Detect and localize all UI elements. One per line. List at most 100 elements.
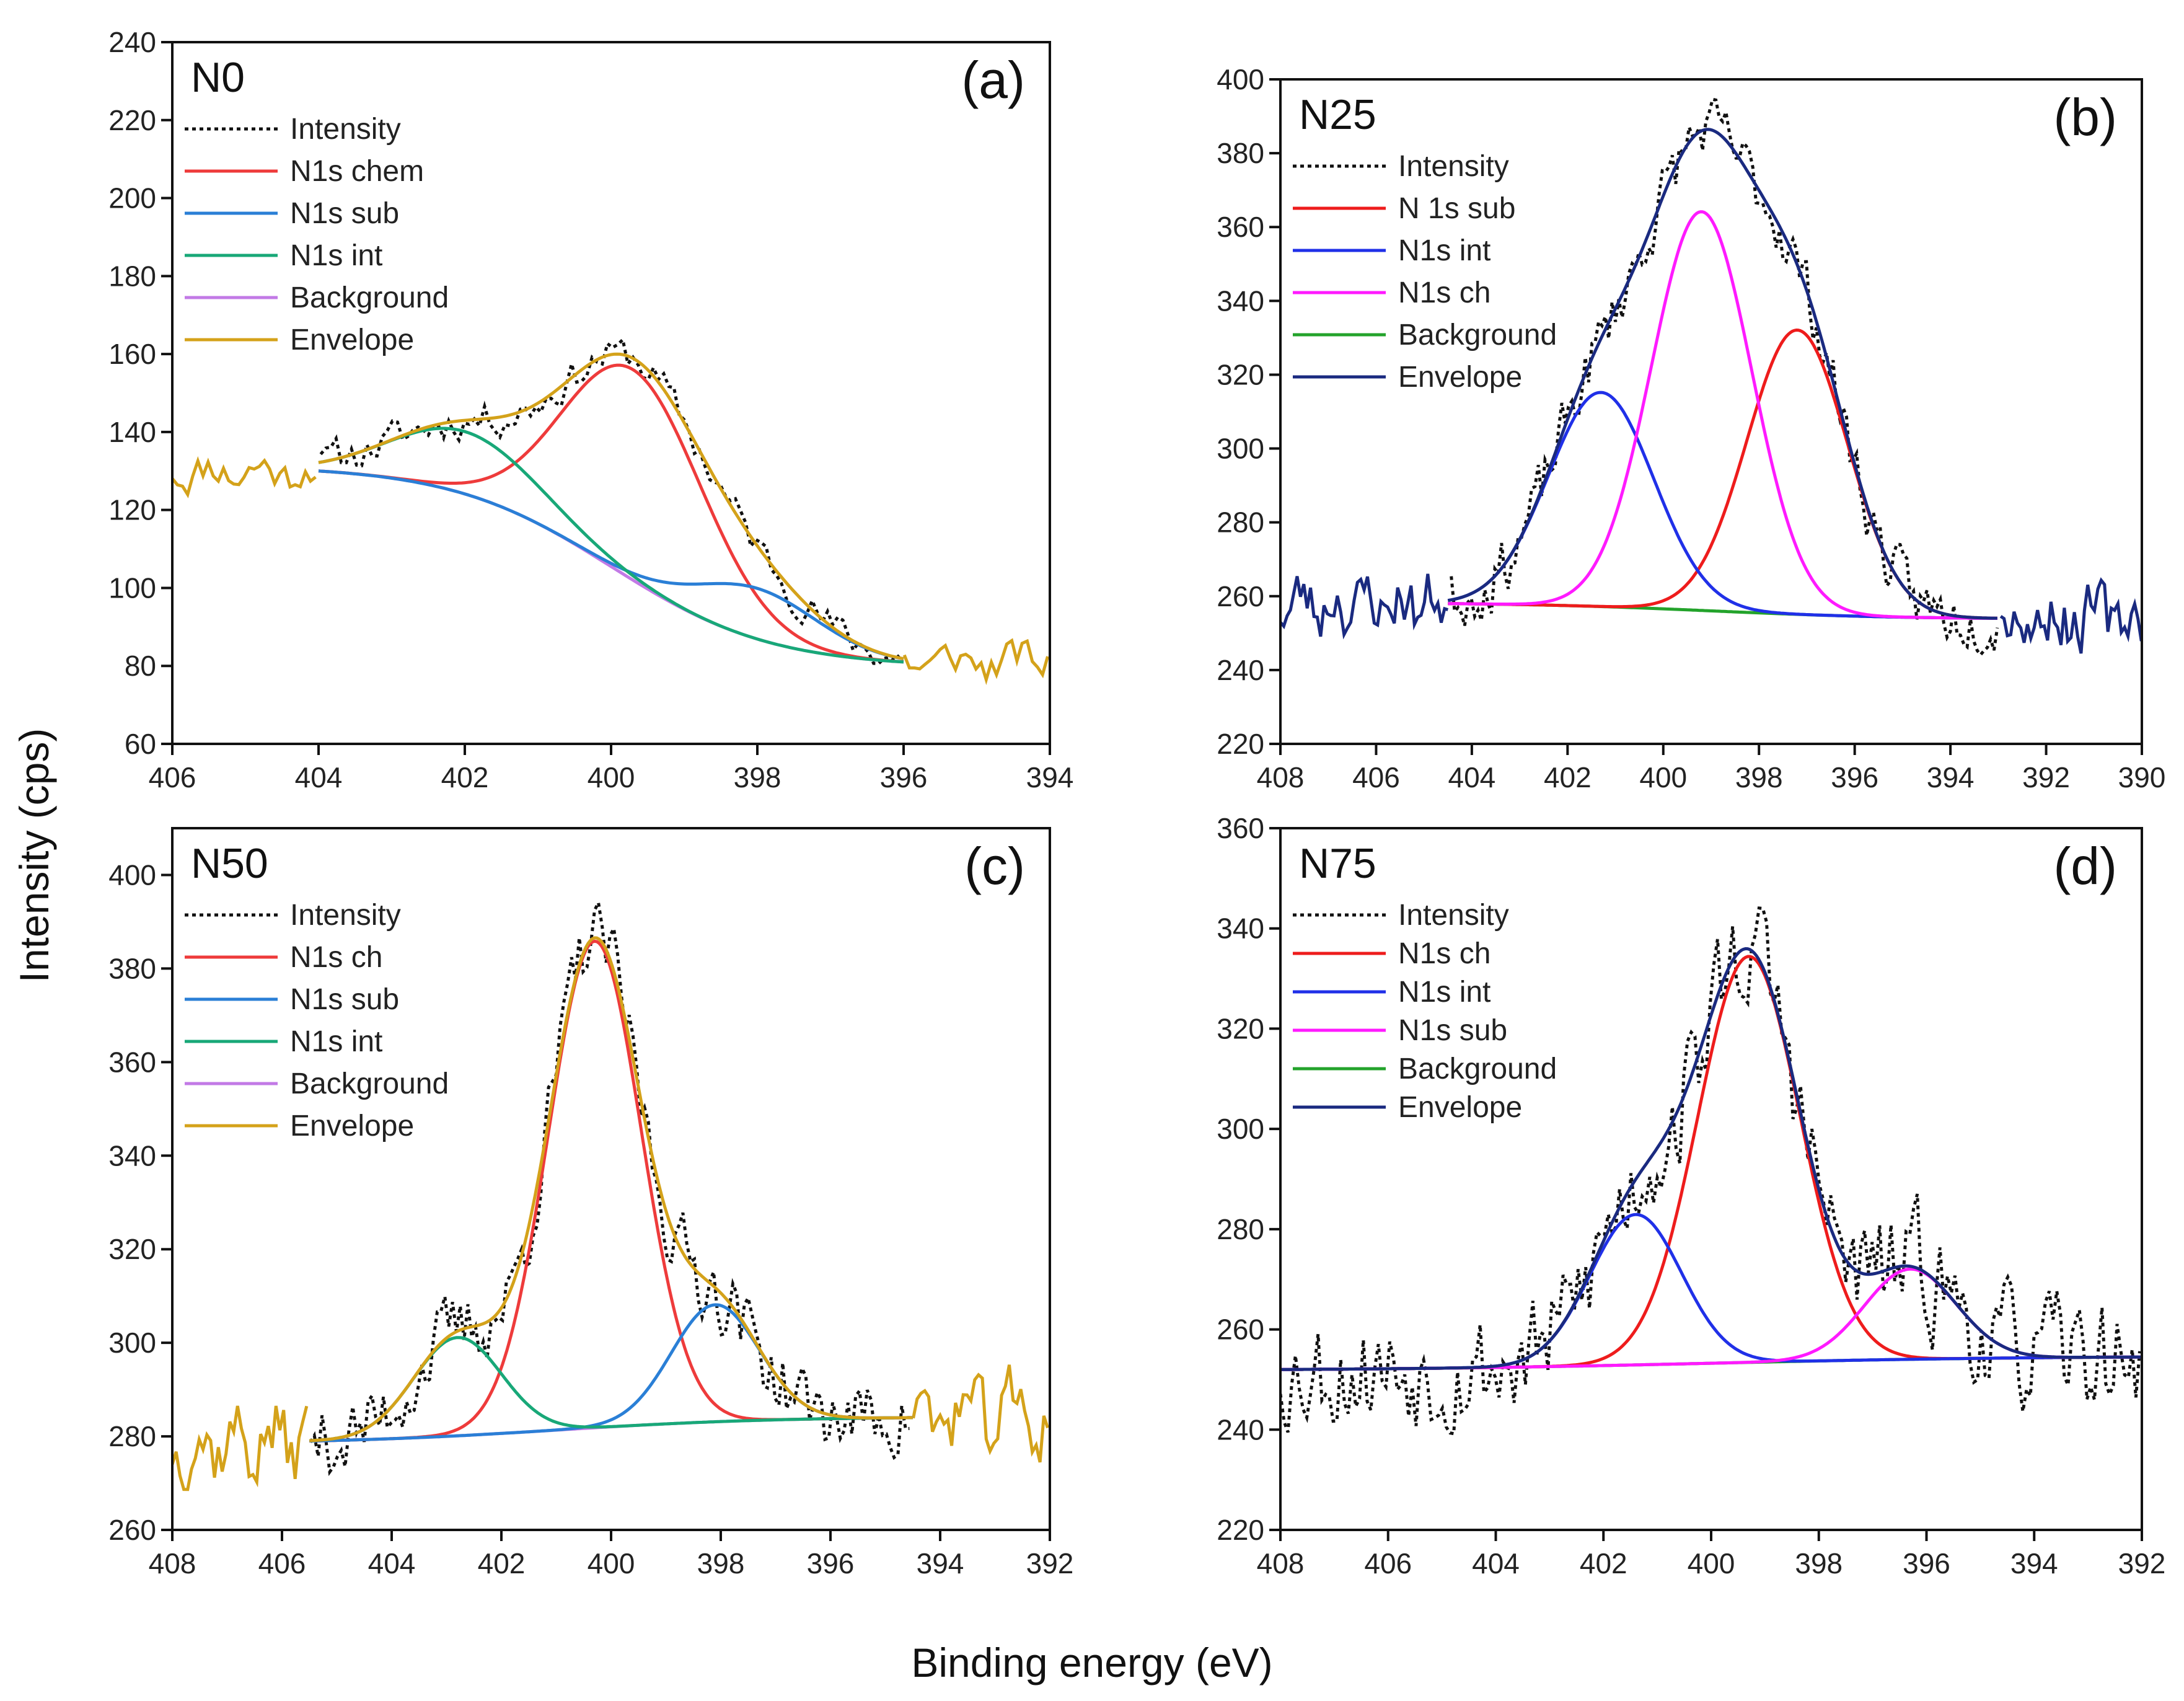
x-tick-label: 394 bbox=[2010, 1547, 2058, 1580]
y-tick-label: 100 bbox=[108, 572, 156, 604]
x-tick-label: 406 bbox=[1364, 1547, 1412, 1580]
y-tick-label: 300 bbox=[1217, 433, 1264, 465]
legend-label: Background bbox=[290, 1067, 449, 1100]
figure-ylabel: Intensity (cps) bbox=[11, 728, 57, 983]
series-envelope bbox=[1280, 947, 2142, 1371]
y-tick-label: 240 bbox=[1217, 1413, 1264, 1446]
legend-label: N1s sub bbox=[290, 197, 399, 230]
figure-xlabel: Binding energy (eV) bbox=[911, 1640, 1272, 1686]
legend-label: Intensity bbox=[290, 899, 401, 932]
y-tick-label: 260 bbox=[1217, 1314, 1264, 1346]
x-tick-label: 408 bbox=[1257, 1547, 1305, 1580]
legend-label: N1s int bbox=[1398, 976, 1490, 1009]
legend-label: N1s chem bbox=[290, 155, 424, 188]
y-tick-label: 280 bbox=[1217, 1213, 1264, 1245]
y-tick-label: 380 bbox=[108, 952, 156, 984]
x-tick-label: 398 bbox=[1795, 1547, 1843, 1580]
legend-label: Intensity bbox=[1398, 150, 1509, 183]
raw-data-left bbox=[1280, 573, 1449, 640]
sample-label: N75 bbox=[1299, 840, 1376, 887]
panel-c: 408 406 404 402 400 398 396 394 392 260 280 300 320 3… bbox=[108, 827, 1074, 1580]
y-tick-label: 280 bbox=[108, 1420, 156, 1452]
y-tick-label: 300 bbox=[108, 1327, 156, 1359]
legend-label: N1s int bbox=[290, 239, 382, 272]
x-tick-label: 402 bbox=[441, 761, 489, 793]
y-tick-label: 80 bbox=[125, 650, 156, 682]
x-tick-label: 394 bbox=[1927, 761, 1975, 793]
plot-area bbox=[172, 336, 1049, 686]
series-envelope bbox=[318, 352, 904, 661]
y-tick-label: 400 bbox=[108, 859, 156, 891]
x-tick-label: 394 bbox=[1026, 761, 1074, 793]
y-tick-label: 360 bbox=[1217, 812, 1264, 844]
x-tick-label: 398 bbox=[734, 761, 782, 793]
y-tick-label: 200 bbox=[108, 182, 156, 214]
legend-label: Background bbox=[290, 281, 449, 314]
sample-label: N0 bbox=[191, 54, 245, 101]
legend-label: Envelope bbox=[1398, 1091, 1522, 1124]
panel-label: (a) bbox=[961, 51, 1025, 109]
x-tick-label: 392 bbox=[2118, 1547, 2166, 1580]
y-tick-label: 320 bbox=[1217, 1012, 1264, 1045]
y-tick-label: 240 bbox=[1217, 654, 1264, 686]
series-intensity bbox=[1280, 906, 2141, 1436]
x-tick-label: 396 bbox=[1831, 761, 1878, 793]
sample-label: N50 bbox=[191, 840, 268, 887]
panel-label: (b) bbox=[2053, 88, 2117, 146]
panel-a: 406 404 402 400 398 396 394 60 80 100 120 140 160 180… bbox=[108, 26, 1073, 793]
x-tick-label: 406 bbox=[1352, 761, 1400, 793]
x-tick-label: 402 bbox=[1580, 1547, 1627, 1580]
raw-data-right bbox=[912, 1364, 1049, 1463]
y-tick-label: 320 bbox=[1217, 358, 1264, 391]
legend-label: Envelope bbox=[290, 1110, 414, 1142]
y-tick-label: 260 bbox=[1217, 580, 1264, 612]
legend-label: Background bbox=[1398, 1053, 1557, 1085]
y-tick-label: 380 bbox=[1217, 137, 1264, 169]
x-tick-label: 404 bbox=[1472, 1547, 1520, 1580]
x-tick-label: 400 bbox=[1688, 1547, 1735, 1580]
y-tick-label: 400 bbox=[1217, 63, 1264, 95]
legend-label: Background bbox=[1398, 319, 1557, 351]
y-tick-label: 360 bbox=[108, 1046, 156, 1078]
panel-d: 408 406 404 402 400 398 396 394 392 220 240 260 280 3… bbox=[1217, 812, 2165, 1580]
y-tick-label: 320 bbox=[108, 1233, 156, 1265]
y-tick-label: 300 bbox=[1217, 1113, 1264, 1145]
x-tick-label: 402 bbox=[478, 1547, 526, 1580]
y-tick-label: 260 bbox=[108, 1514, 156, 1546]
x-tick-label: 408 bbox=[149, 1547, 196, 1580]
series-peak-3 bbox=[1448, 210, 1997, 620]
legend-label: Envelope bbox=[1398, 361, 1522, 394]
y-tick-label: 220 bbox=[1217, 1514, 1264, 1546]
legend-label: Envelope bbox=[290, 324, 414, 356]
x-tick-label: 392 bbox=[1026, 1547, 1074, 1580]
y-tick-label: 340 bbox=[1217, 285, 1264, 317]
x-tick-label: 406 bbox=[258, 1547, 306, 1580]
sample-label: N25 bbox=[1299, 91, 1376, 138]
panel-label: (c) bbox=[964, 837, 1025, 895]
x-tick-label: 390 bbox=[2118, 761, 2166, 793]
legend-label: N1s sub bbox=[1398, 1014, 1507, 1047]
series-envelope bbox=[309, 936, 913, 1443]
y-tick-label: 120 bbox=[108, 494, 156, 526]
series-envelope bbox=[1447, 128, 1997, 620]
x-tick-label: 408 bbox=[1257, 761, 1305, 793]
legend-label: N1s ch bbox=[1398, 276, 1490, 309]
series-peak-2 bbox=[318, 469, 904, 661]
y-tick-label: 220 bbox=[108, 104, 156, 136]
legend-label: N1s ch bbox=[290, 941, 382, 974]
plot-area bbox=[172, 898, 1049, 1491]
legend-label: N1s sub bbox=[290, 983, 399, 1016]
legend-label: N1s int bbox=[1398, 234, 1490, 267]
x-tick-label: 396 bbox=[807, 1547, 855, 1580]
y-tick-label: 220 bbox=[1217, 728, 1264, 760]
x-tick-label: 402 bbox=[1544, 761, 1592, 793]
raw-data-right bbox=[902, 638, 1049, 686]
x-tick-label: 392 bbox=[2022, 761, 2070, 793]
raw-data-left bbox=[172, 456, 317, 498]
x-tick-label: 400 bbox=[588, 1547, 635, 1580]
x-tick-label: 400 bbox=[1639, 761, 1687, 793]
y-tick-label: 340 bbox=[108, 1139, 156, 1172]
plot-area bbox=[1280, 97, 2142, 658]
